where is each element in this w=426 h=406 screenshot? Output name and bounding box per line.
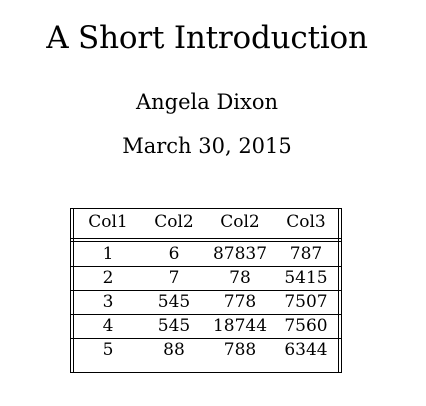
table-cell: 778 xyxy=(223,292,257,312)
table-cell: 4 xyxy=(102,316,114,336)
table-cell: 545 xyxy=(157,292,191,312)
data-table: Col1 Col2 Col2 Col3 1 6 87837 787 2 7 78… xyxy=(70,208,342,373)
table-header-cell: Col2 xyxy=(154,212,194,232)
table-cell: 78 xyxy=(229,268,251,288)
table-cell: 2 xyxy=(102,268,114,288)
table-header-cell: Col2 xyxy=(220,212,260,232)
table-cell: 5415 xyxy=(284,268,328,288)
header-bottom-rule-double xyxy=(70,241,342,242)
table-cell: 7 xyxy=(168,268,180,288)
row-divider xyxy=(70,266,342,267)
document-date: March 30, 2015 xyxy=(122,134,292,158)
table-cell: 6 xyxy=(168,244,180,264)
document-author: Angela Dixon xyxy=(135,90,279,114)
table-cell: 87837 xyxy=(212,244,268,264)
table-cell: 6344 xyxy=(284,340,328,360)
table-cell: 7507 xyxy=(284,292,328,312)
table-bottom-rule xyxy=(70,372,342,373)
table-cell: 7560 xyxy=(284,316,328,336)
table-cell: 5 xyxy=(102,340,114,360)
table-cell: 88 xyxy=(163,340,185,360)
table-cell: 1 xyxy=(102,244,114,264)
row-divider xyxy=(70,290,342,291)
table-cell: 787 xyxy=(289,244,323,264)
table-cell: 788 xyxy=(223,340,257,360)
table-cell: 545 xyxy=(157,316,191,336)
document-title: A Short Introduction xyxy=(46,20,368,56)
row-divider xyxy=(70,314,342,315)
table-header-cell: Col3 xyxy=(286,212,326,232)
header-bottom-rule xyxy=(70,238,342,239)
table-header-cell: Col1 xyxy=(88,212,128,232)
row-divider xyxy=(70,338,342,339)
table-cell: 18744 xyxy=(212,316,268,336)
table-top-rule xyxy=(70,208,342,209)
table-cell: 3 xyxy=(102,292,114,312)
